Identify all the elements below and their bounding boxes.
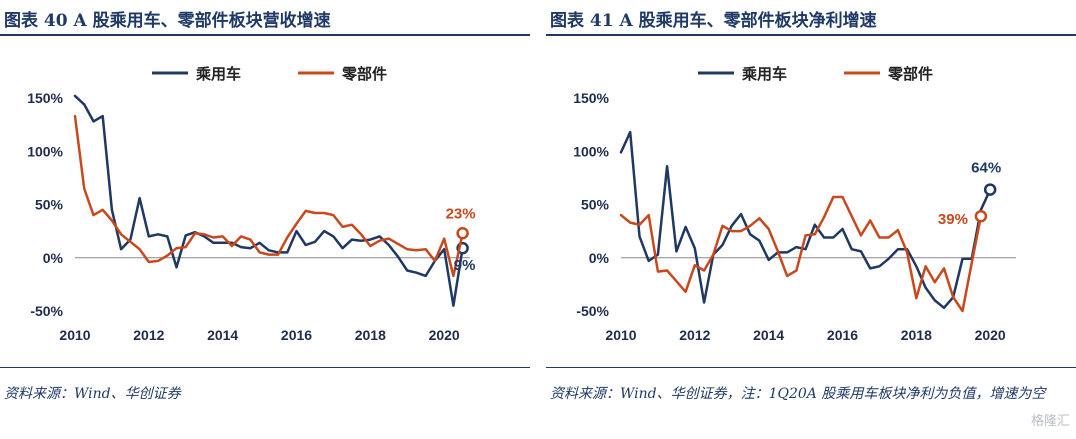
x-tick-label: 2018 — [355, 327, 386, 343]
y-tick-label: 50% — [581, 197, 610, 213]
end-value-label: 23% — [446, 205, 476, 222]
watermark-logo: 格隆汇 — [1030, 414, 1070, 429]
chart-panel-right: 图表 41 A 股乘用车、零部件板块净利增速 150% 100% 50% 0% -50%… — [546, 0, 1076, 439]
y-tick-label: 100% — [573, 143, 609, 159]
chart-panel-left: 图表 40 A 股乘用车、零部件板块营收增速 150% 100% 50% 0% -50%… — [0, 0, 530, 439]
source-divider — [546, 367, 1076, 368]
x-tick-label: 2018 — [901, 327, 932, 343]
end-value-label: 9% — [454, 257, 476, 274]
y-tick-label: 0% — [43, 250, 64, 266]
profit-growth-chart: 150% 100% 50% 0% -50% 2010 2012 2014 2016 2018 202… — [573, 65, 1016, 343]
chart-title: 图表 41 A 股乘用车、零部件板块净利增速 — [550, 11, 877, 31]
y-tick-label: -50% — [576, 303, 609, 319]
x-tick-label: 2020 — [975, 327, 1006, 343]
legend-label: 零部件 — [341, 65, 387, 83]
title-divider — [0, 34, 530, 36]
y-tick-label: -50% — [30, 303, 63, 319]
x-tick-label: 2010 — [605, 327, 636, 343]
source-note: 资料来源：Wind、华创证券 — [4, 386, 181, 402]
x-tick-label: 2014 — [753, 327, 784, 343]
legend-label: 零部件 — [887, 65, 933, 83]
end-point-marker — [456, 227, 469, 240]
x-tick-label: 2012 — [133, 327, 164, 343]
series-line — [73, 94, 464, 307]
chart-title: 图表 40 A 股乘用车、零部件板块营收增速 — [4, 11, 331, 31]
end-value-label: 39% — [938, 211, 968, 228]
legend-label: 乘用车 — [741, 65, 787, 83]
x-tick-label: 2010 — [59, 327, 90, 343]
series-line — [73, 114, 464, 278]
y-tick-label: 50% — [35, 197, 64, 213]
x-tick-label: 2016 — [827, 327, 858, 343]
series-line — [619, 195, 983, 313]
x-tick-label: 2016 — [281, 327, 312, 343]
y-tick-label: 0% — [589, 250, 610, 266]
series-line — [619, 130, 992, 310]
source-note: 资料来源：Wind、华创证券，注：1Q20A 股乘用车板块净利为负值，增速为空 — [550, 386, 1046, 402]
end-point-marker — [983, 183, 997, 196]
legend-label: 乘用车 — [195, 65, 241, 83]
x-tick-label: 2020 — [429, 327, 460, 343]
y-tick-label: 150% — [27, 90, 63, 106]
revenue-growth-chart: 150% 100% 50% 0% -50% 2010 2012 2014 2016 2018 202… — [27, 65, 476, 343]
x-tick-label: 2012 — [679, 327, 710, 343]
source-divider — [0, 367, 530, 368]
x-tick-label: 2014 — [207, 327, 238, 343]
title-divider — [546, 34, 1076, 36]
end-value-label: 64% — [971, 160, 1001, 177]
y-tick-label: 150% — [573, 90, 609, 106]
y-tick-label: 100% — [27, 143, 63, 159]
end-point-marker — [974, 209, 988, 223]
